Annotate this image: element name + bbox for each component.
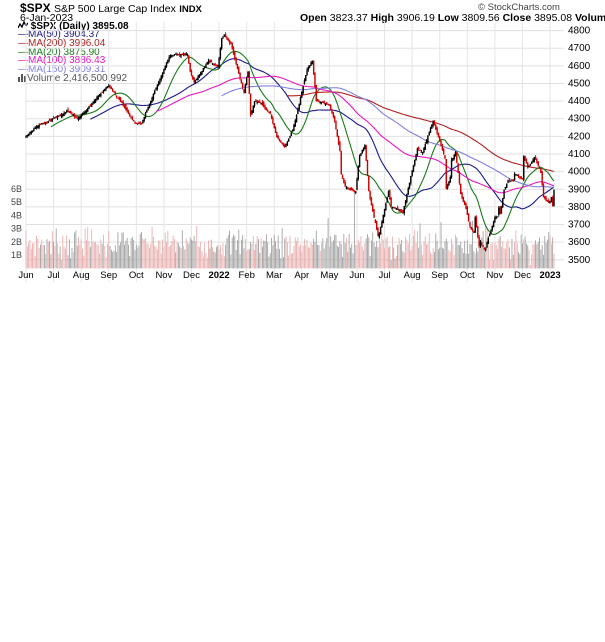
svg-text:Feb: Feb xyxy=(239,270,255,281)
svg-text:Oct: Oct xyxy=(129,270,144,281)
svg-text:Nov: Nov xyxy=(155,270,172,281)
svg-text:Aug: Aug xyxy=(73,270,90,281)
svg-text:4B: 4B xyxy=(11,210,22,220)
svg-text:Oct: Oct xyxy=(460,270,475,281)
svg-text:4300: 4300 xyxy=(568,114,591,125)
svg-text:2022: 2022 xyxy=(209,270,230,281)
svg-text:Nov: Nov xyxy=(486,270,503,281)
svg-text:3600: 3600 xyxy=(568,237,591,248)
svg-text:6B: 6B xyxy=(11,184,22,194)
svg-text:3900: 3900 xyxy=(568,184,591,195)
svg-text:3800: 3800 xyxy=(568,202,591,213)
svg-text:3500: 3500 xyxy=(568,255,591,266)
svg-text:Sep: Sep xyxy=(431,270,448,281)
svg-text:2023: 2023 xyxy=(540,270,561,281)
svg-text:2B: 2B xyxy=(11,237,22,247)
svg-text:May: May xyxy=(320,270,338,281)
svg-text:4400: 4400 xyxy=(568,96,591,107)
svg-text:Mar: Mar xyxy=(266,270,282,281)
svg-text:4500: 4500 xyxy=(568,79,591,90)
svg-text:3B: 3B xyxy=(11,224,22,234)
svg-text:Jul: Jul xyxy=(48,270,60,281)
svg-text:4800: 4800 xyxy=(568,26,591,37)
svg-text:4200: 4200 xyxy=(568,131,591,142)
svg-text:5B: 5B xyxy=(11,197,22,207)
svg-text:4100: 4100 xyxy=(568,149,591,160)
svg-text:Aug: Aug xyxy=(404,270,421,281)
svg-text:Dec: Dec xyxy=(514,270,531,281)
svg-text:4000: 4000 xyxy=(568,167,591,178)
svg-text:Dec: Dec xyxy=(183,270,200,281)
svg-text:Apr: Apr xyxy=(294,270,309,281)
svg-text:4700: 4700 xyxy=(568,43,591,54)
svg-text:4600: 4600 xyxy=(568,61,591,72)
svg-text:Jun: Jun xyxy=(349,270,364,281)
svg-text:Jun: Jun xyxy=(18,270,33,281)
svg-text:Sep: Sep xyxy=(100,270,117,281)
svg-text:Jul: Jul xyxy=(379,270,391,281)
svg-text:3700: 3700 xyxy=(568,220,591,231)
svg-text:1B: 1B xyxy=(11,250,22,260)
